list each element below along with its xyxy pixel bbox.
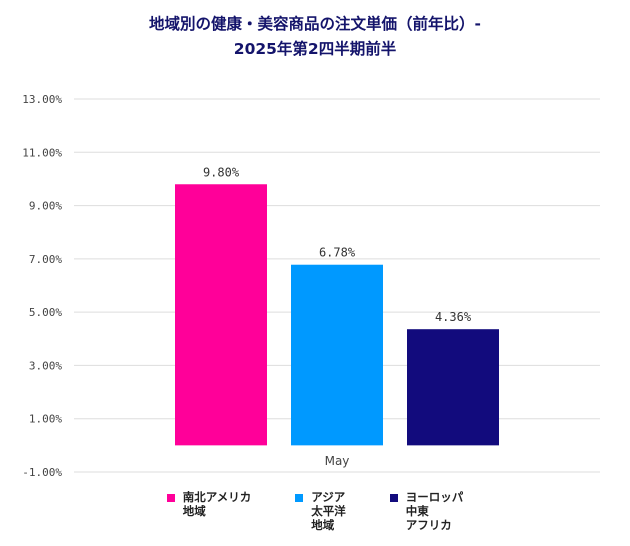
data-label: 6.78%	[319, 246, 356, 260]
chart-title-line-1: 地域別の健康・美容商品の注文単価（前年比）-	[149, 15, 481, 33]
y-tick-label: -1.00%	[22, 466, 62, 479]
legend-swatch	[295, 494, 304, 502]
y-tick-label: 13.00%	[22, 93, 62, 106]
x-category-label: May	[325, 454, 350, 468]
y-tick-label: 7.00%	[29, 253, 62, 266]
y-tick-label: 5.00%	[29, 306, 62, 319]
data-label: 4.36%	[435, 310, 472, 324]
y-tick-label: 9.00%	[29, 200, 62, 213]
legend-item[interactable]: 南北アメリカ 地域	[166, 490, 252, 532]
bar-3	[407, 329, 499, 446]
bar-2	[291, 264, 383, 446]
data-label: 9.80%	[203, 165, 240, 179]
y-tick-label: 1.00%	[29, 413, 62, 426]
legend: 南北アメリカ 地域 アジア 太平洋 地域 ヨーロッパ 中東 アフリカ	[0, 490, 630, 532]
legend-label: アジア 太平洋 地域	[311, 490, 346, 532]
legend-swatch	[166, 494, 175, 502]
y-tick-label: 11.00%	[22, 146, 62, 159]
chart-title: 地域別の健康・美容商品の注文単価（前年比）- 2025年第2四半期前半	[0, 12, 630, 62]
legend-label: 南北アメリカ 地域	[182, 490, 252, 518]
legend-swatch	[389, 494, 398, 502]
legend-label: ヨーロッパ 中東 アフリカ	[405, 490, 464, 532]
bar-1	[175, 184, 267, 446]
chart-title-line-2: 2025年第2四半期前半	[233, 40, 397, 58]
legend-item[interactable]: ヨーロッパ 中東 アフリカ	[389, 490, 464, 532]
legend-item[interactable]: アジア 太平洋 地域	[295, 490, 346, 532]
y-tick-label: 3.00%	[29, 359, 62, 372]
